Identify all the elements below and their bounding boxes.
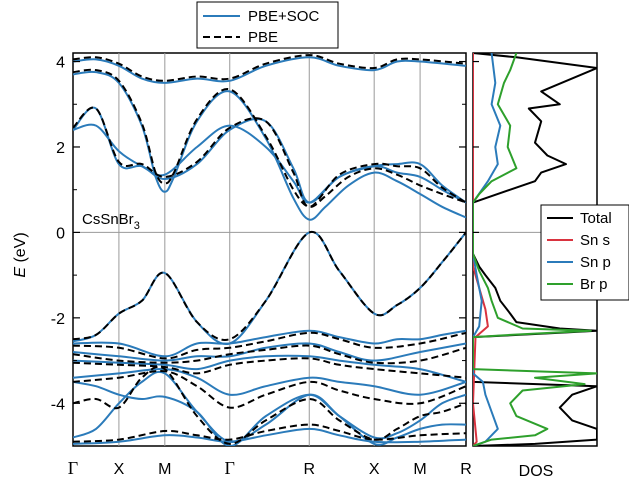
y-axis-ticks: 4 2 0 -2 -4	[51, 55, 479, 447]
k-point-label: X	[114, 461, 125, 478]
legend-label-pbe-soc: PBE+SOC	[248, 8, 319, 25]
compound-annotation: CsSnBr3	[82, 211, 140, 232]
band-line-pbe	[73, 357, 466, 379]
dos-line-br-p	[473, 53, 597, 446]
k-point-label: R	[460, 461, 472, 478]
y-tick-label: 0	[56, 225, 65, 242]
k-point-label: R	[303, 461, 315, 478]
band-line-pbe	[73, 54, 466, 82]
legend-label-total: Total	[580, 210, 612, 227]
grid-lines	[73, 53, 597, 446]
band-line-pbe-soc	[73, 427, 466, 445]
legend-label-pbe: PBE	[248, 29, 278, 46]
band-line-pbe	[73, 370, 466, 409]
band-line-pbe-soc	[73, 354, 466, 383]
k-point-label: M	[413, 461, 426, 478]
dos-legend: Total Sn s Sn p Br p	[540, 204, 629, 301]
k-point-label: Γ	[68, 458, 78, 478]
band-line-pbe	[73, 423, 466, 443]
band-line-pbe	[73, 365, 466, 445]
band-line-pbe	[73, 231, 466, 341]
dos-line-sn-p	[473, 53, 502, 446]
band-lines	[73, 54, 466, 446]
band-line-pbe-soc	[73, 106, 466, 204]
band-line-pbe	[73, 106, 466, 208]
band-line-pbe-soc	[73, 70, 466, 221]
legend-label-sn-p: Sn p	[580, 254, 611, 271]
band-legend: PBE+SOC PBE	[196, 1, 339, 49]
y-tick-label: -2	[51, 311, 65, 328]
dos-line-sn-s	[473, 53, 489, 446]
band-line-pbe	[73, 331, 466, 360]
band-line-pbe	[73, 68, 466, 208]
k-point-label: X	[369, 461, 380, 478]
band-line-pbe-soc	[73, 342, 466, 362]
y-tick-label: -4	[51, 396, 65, 413]
band-line-pbe-soc	[73, 329, 466, 358]
k-point-label: M	[158, 461, 171, 478]
y-tick-label: 4	[56, 55, 65, 72]
dos-x-axis-title: DOS	[519, 463, 554, 480]
compound-annotation-subscript: 3	[134, 220, 140, 232]
y-axis-title-unit: (eV)	[12, 232, 29, 262]
band-legend-box	[196, 1, 339, 49]
band-line-pbe-soc	[73, 231, 466, 346]
band-line-pbe	[73, 344, 466, 365]
dos-line-total	[473, 53, 597, 446]
compound-annotation-main: CsSnBr	[82, 211, 134, 228]
band-line-pbe-soc	[73, 370, 466, 446]
band-plot-frame	[72, 52, 467, 447]
dos-lines	[473, 53, 597, 446]
band-line-pbe-soc	[73, 56, 466, 84]
y-axis-title-symbol: E	[12, 267, 29, 278]
y-axis-title: E (eV)	[12, 232, 29, 277]
legend-label-br-p: Br p	[580, 276, 608, 293]
y-tick-label: 2	[56, 140, 65, 157]
k-point-label: Γ	[225, 458, 235, 478]
legend-label-sn-s: Sn s	[580, 232, 610, 249]
